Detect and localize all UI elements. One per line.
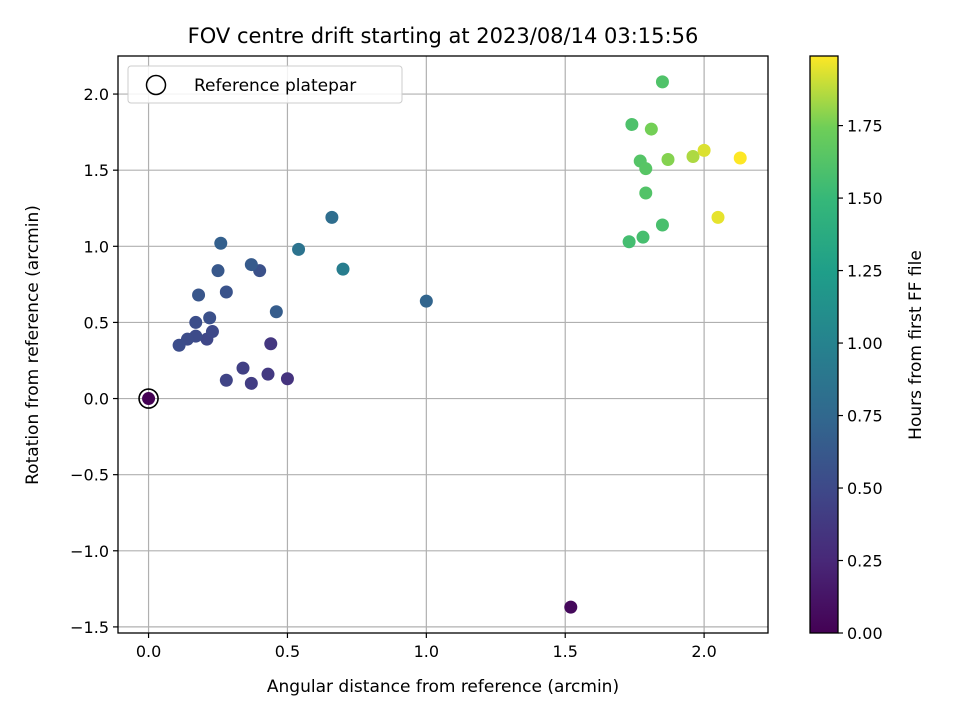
y-tick-label: −1.0 <box>70 542 109 561</box>
colorbar-tick-label: 0.25 <box>847 552 883 571</box>
data-point <box>211 264 225 278</box>
plot-area-border <box>117 55 769 634</box>
y-tick-label: 0.5 <box>84 313 109 332</box>
colorbar: 0.00 0.25 0.50 0.75 1.00 1.25 1.50 1.75 Hours f… <box>809 55 926 643</box>
data-point <box>419 294 433 308</box>
colorbar-tick-label: 1.00 <box>847 334 883 353</box>
legend-label: Reference platepar <box>194 76 356 96</box>
colorbar-tick-label: 0.75 <box>847 407 883 426</box>
colorbar-tick-label: 1.50 <box>847 189 883 208</box>
data-point <box>622 235 636 249</box>
colorbar-tick-label: 0.00 <box>847 624 883 643</box>
data-point <box>214 236 228 250</box>
data-point <box>192 288 206 302</box>
colorbar-label: Hours from first FF file <box>906 250 926 440</box>
data-point <box>219 373 233 387</box>
data-point <box>625 118 639 132</box>
data-point <box>269 305 283 319</box>
legend-reference-marker-icon <box>145 74 167 96</box>
x-tick-label: 0.5 <box>275 642 300 661</box>
data-point <box>203 311 217 325</box>
data-point <box>205 325 219 339</box>
data-point <box>325 210 339 224</box>
data-point <box>655 75 669 89</box>
x-axis: 0.0 0.5 1.0 1.5 2.0 <box>136 633 717 661</box>
data-point <box>172 338 186 352</box>
data-point <box>639 186 653 200</box>
chart-title: FOV centre drift starting at 2023/08/14 … <box>188 24 699 48</box>
data-point <box>733 151 747 165</box>
colorbar-ticks: 0.00 0.25 0.50 0.75 1.00 1.25 1.50 1.75 <box>838 117 883 643</box>
reference-platepar-marker <box>138 388 159 409</box>
data-point <box>639 162 653 176</box>
y-tick-label: 1.5 <box>84 161 109 180</box>
data-point <box>686 149 700 163</box>
colorbar-tick-label: 1.25 <box>847 262 883 281</box>
colorbar-tick-label: 1.75 <box>847 117 883 136</box>
colorbar-gradient <box>810 56 838 633</box>
data-point <box>697 143 711 157</box>
data-point <box>564 600 578 614</box>
data-point <box>292 242 306 256</box>
y-tick-label: −1.5 <box>70 618 109 637</box>
data-point <box>236 361 250 375</box>
data-point <box>711 210 725 224</box>
data-point <box>644 122 658 136</box>
data-point <box>655 218 669 232</box>
y-tick-label: 0.0 <box>84 390 109 409</box>
legend: Reference platepar <box>127 65 403 104</box>
x-tick-label: 2.0 <box>691 642 716 661</box>
y-axis: −1.5 −1.0 −0.5 0.0 0.5 1.0 1.5 2.0 <box>70 85 118 637</box>
data-point <box>261 367 275 381</box>
y-tick-label: 2.0 <box>84 85 109 104</box>
x-axis-label: Angular distance from reference (arcmin) <box>267 677 619 697</box>
data-point <box>244 376 258 390</box>
y-tick-label: 1.0 <box>84 237 109 256</box>
x-tick-label: 1.5 <box>552 642 577 661</box>
data-point <box>244 258 258 272</box>
data-point <box>661 153 675 167</box>
data-point <box>636 230 650 244</box>
legend-box <box>127 65 403 104</box>
y-axis-label: Rotation from reference (arcmin) <box>23 205 43 485</box>
data-point <box>189 315 203 329</box>
data-point <box>336 262 350 276</box>
x-tick-label: 0.0 <box>136 642 161 661</box>
data-point <box>142 392 156 406</box>
colorbar-border <box>809 55 839 634</box>
data-point <box>280 372 294 386</box>
colorbar-tick-label: 0.50 <box>847 479 883 498</box>
data-point <box>264 337 278 351</box>
x-tick-label: 1.0 <box>414 642 439 661</box>
grid-lines <box>118 56 768 633</box>
y-tick-label: −0.5 <box>70 466 109 485</box>
data-points <box>138 75 747 614</box>
data-point <box>219 285 233 299</box>
